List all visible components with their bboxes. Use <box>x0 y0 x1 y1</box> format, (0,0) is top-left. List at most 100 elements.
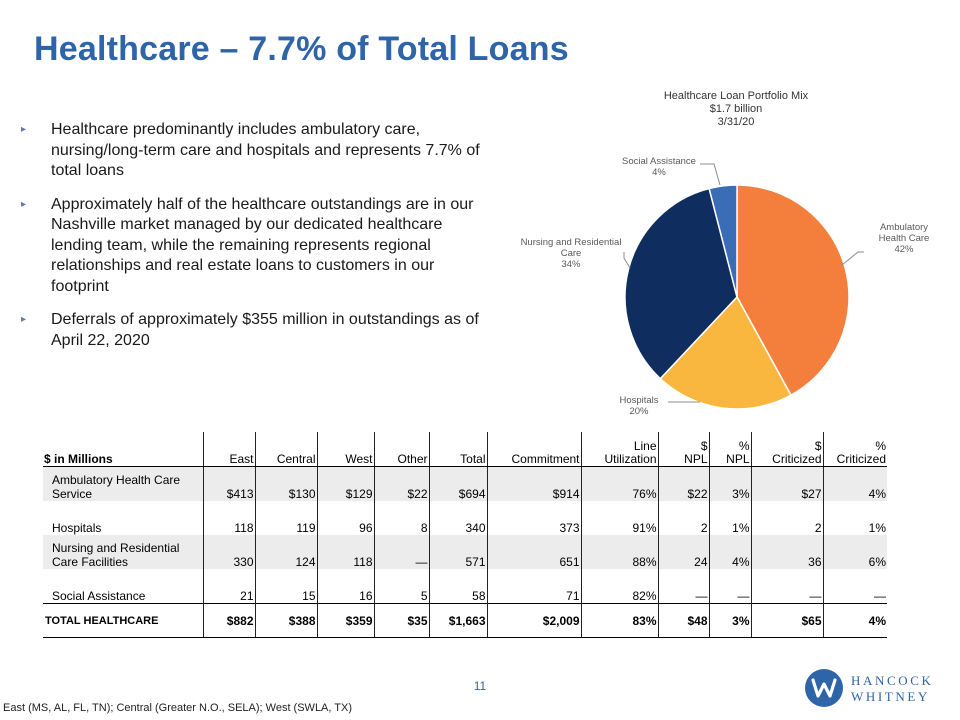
table-total-row: TOTAL HEALTHCARE $882 $388 $359 $35 $1,663 $2,… <box>43 603 887 638</box>
table-cell: 91% <box>581 501 659 535</box>
slice-label-value: 42% <box>894 244 914 255</box>
column-header: $ NPL <box>658 432 710 467</box>
total-label: TOTAL HEALTHCARE <box>43 603 204 638</box>
table-cell: 4% <box>709 535 752 569</box>
row-label-line-2: Care Facilities <box>52 555 129 569</box>
row-label: Ambulatory Health Care Service <box>43 466 204 501</box>
table-cell: $27 <box>751 466 824 501</box>
bullet-marker-icon: ▸ <box>21 314 27 325</box>
table-cell: — <box>374 535 430 569</box>
table-cell: 15 <box>255 569 318 604</box>
total-cell: $882 <box>203 603 256 638</box>
table-cell: 96 <box>317 501 375 535</box>
table-cell: $130 <box>255 466 318 501</box>
bullet-item: ▸ Deferrals of approximately $355 million… <box>20 310 490 351</box>
table-cell: 2 <box>658 501 710 535</box>
table-cell: 1% <box>868 521 886 535</box>
chart-title-block: Healthcare Loan Portfolio Mix $1.7 billi… <box>626 90 846 129</box>
pie-slice-hospitals <box>659 295 792 410</box>
table-cell: 8 <box>374 501 430 535</box>
table-cell: 373 <box>487 501 582 535</box>
column-header: West <box>317 432 375 467</box>
table-cell: 6% <box>823 535 887 569</box>
total-cell: $388 <box>255 603 318 638</box>
header-line-2: Criticized <box>772 452 822 466</box>
bullet-text: Healthcare predominantly includes ambula… <box>51 121 480 179</box>
slice-label-value: 4% <box>652 167 666 178</box>
header-line-2: Central <box>276 452 316 466</box>
header-line-2: NPL <box>726 452 750 466</box>
slice-label-text: Hospitals <box>619 395 659 406</box>
row-label: Hospitals <box>43 501 204 535</box>
table-cell: 21 <box>203 569 256 604</box>
header-line-1: % <box>738 439 750 453</box>
pie-slice-nursing <box>624 187 738 380</box>
slice-label-social: Social Assistance 4% <box>612 156 706 178</box>
table-cell: 118 <box>317 535 375 569</box>
column-header: $ Criticized <box>751 432 824 467</box>
logo-mark-icon <box>811 678 837 698</box>
table-cell: $129 <box>317 466 375 501</box>
header-line-2: Commitment <box>511 452 580 466</box>
total-cell: $359 <box>317 603 375 638</box>
row-label-line-2: Service <box>52 487 93 501</box>
header-line-2: NPL <box>684 452 708 466</box>
bullet-text: Deferrals of approximately $355 million … <box>51 311 479 349</box>
slice-label-text: Ambulatory Health Care <box>878 222 930 244</box>
pie-chart <box>623 163 864 410</box>
table-cell: 2 <box>751 501 824 535</box>
table-cell: 36 <box>751 535 824 569</box>
table-cell: $914 <box>487 466 582 501</box>
column-header: Other <box>374 432 430 467</box>
bullet-marker-icon: ▸ <box>21 124 27 135</box>
slice-label-value: 20% <box>629 406 649 417</box>
header-line-1: $ <box>700 439 708 453</box>
column-header: % Criticized <box>823 432 887 467</box>
slice-label-nursing: Nursing and Residential Care 34% <box>512 237 630 270</box>
slice-label-value: 34% <box>561 259 581 270</box>
table-cell: 118 <box>203 501 256 535</box>
table-cell: 124 <box>255 535 318 569</box>
column-header: % NPL <box>709 432 752 467</box>
table-header-row: $ in Millions East Central West Other To… <box>43 432 887 467</box>
row-label-line-1 <box>52 575 202 589</box>
header-line-1: % <box>875 439 886 453</box>
total-cell: $35 <box>374 603 430 638</box>
row-label-line-2: Hospitals <box>52 521 102 535</box>
logo-wordmark: HANCOCK WHITNEY <box>851 673 933 705</box>
leader-line-nursing <box>623 252 631 269</box>
table-cell: — <box>751 569 824 604</box>
table-cell: 71 <box>487 569 582 604</box>
bullet-item: ▸ Approximately half of the healthcare ou… <box>20 195 490 298</box>
header-line-2: Other <box>397 452 428 466</box>
row-label: Social Assistance <box>43 569 204 604</box>
table-row: Social Assistance 21 15 16 5 58 71 82% — — — — <box>43 569 887 604</box>
table-cell: 330 <box>203 535 256 569</box>
row-label: Nursing and Residential Care Facilities <box>43 535 204 569</box>
header-line-2: Criticized <box>836 452 886 466</box>
bullet-marker-icon: ▸ <box>21 198 27 210</box>
header-line-2: Utilization <box>604 452 657 466</box>
header-line-2: East <box>229 452 254 466</box>
bullet-list: ▸ Healthcare predominantly includes ambul… <box>20 120 490 364</box>
page-title: Healthcare – 7.7% of Total Loans <box>34 30 569 68</box>
column-header: Central <box>255 432 318 467</box>
table-cell: 76% <box>581 466 659 501</box>
header-line-2: West <box>345 452 373 466</box>
table-cell: 24 <box>658 535 710 569</box>
header-line-2: $ in Millions <box>44 452 113 466</box>
logo-line-1: HANCOCK <box>851 673 934 688</box>
row-label-line-2: Social Assistance <box>52 589 146 603</box>
table-cell: 119 <box>255 501 318 535</box>
table-cell: $22 <box>658 466 710 501</box>
table-row: Nursing and Residential Care Facilities 33… <box>43 535 887 569</box>
row-label-line-1: Ambulatory Health Care <box>52 473 181 487</box>
leader-line-social <box>700 163 721 186</box>
row-label-line-1: Nursing and Residential <box>52 541 180 555</box>
table-cell: $22 <box>374 466 430 501</box>
table-cell: 5 <box>374 569 430 604</box>
total-cell: 4% <box>823 603 887 638</box>
bullet-item: ▸ Healthcare predominantly includes ambul… <box>20 120 490 182</box>
header-line-1: Line <box>633 439 657 453</box>
row-label-line-1 <box>52 507 202 521</box>
